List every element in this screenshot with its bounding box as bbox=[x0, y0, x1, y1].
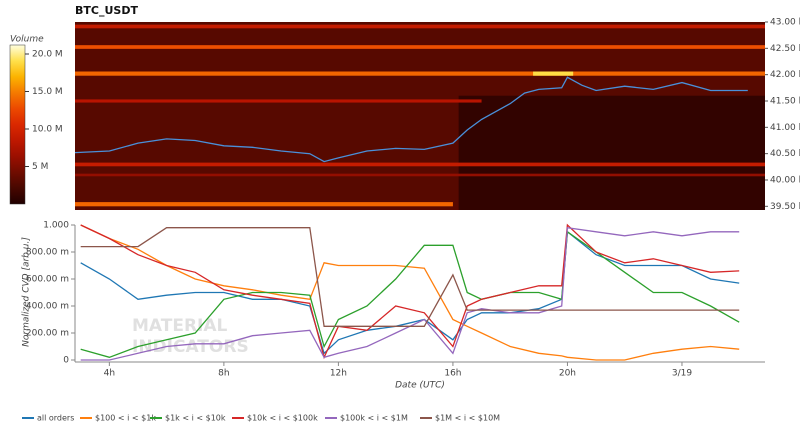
x-tick-label: 4h bbox=[104, 369, 115, 379]
x-tick-label: 16h bbox=[444, 369, 461, 379]
chart-title: BTC_USDT bbox=[75, 4, 138, 17]
y-tick-label: 42.00 k bbox=[770, 70, 800, 80]
series-line bbox=[80, 230, 740, 358]
heat-cell bbox=[75, 202, 453, 207]
watermark: MATERIAL bbox=[132, 316, 228, 336]
legend-label: $10k < i < $100k bbox=[247, 414, 318, 423]
heat-cell bbox=[458, 95, 765, 210]
series-line bbox=[80, 227, 740, 327]
x-axis-label: Date (UTC) bbox=[395, 381, 445, 391]
y-axis-label: Normalized CVD [arb.u.] bbox=[22, 237, 32, 347]
y-tick-label: 600.00 m bbox=[26, 275, 69, 285]
colorbar bbox=[9, 44, 26, 205]
legend-label: $1k < i < $10k bbox=[165, 414, 226, 423]
heat-cell bbox=[75, 173, 765, 177]
x-tick-label: 12h bbox=[330, 369, 347, 379]
colorbar-label: Volume bbox=[10, 35, 44, 45]
heat-cell bbox=[75, 71, 765, 76]
y-tick-label: 40.50 k bbox=[770, 149, 800, 159]
heat-cell bbox=[75, 24, 765, 29]
y-tick-label: 42.50 k bbox=[770, 44, 800, 54]
y-tick-label: 41.00 k bbox=[770, 123, 800, 133]
y-tick-label: 39.50 k bbox=[770, 202, 800, 212]
y-tick-label: 400.00 m bbox=[26, 302, 69, 312]
legend-label: $1M < i < $10M bbox=[435, 414, 500, 423]
price-line bbox=[74, 76, 748, 163]
heat-cell bbox=[75, 162, 765, 167]
series-line bbox=[80, 226, 740, 361]
y-tick-label: 1.000 bbox=[43, 221, 69, 231]
y-tick-label: 800.00 m bbox=[26, 248, 69, 258]
series-line bbox=[80, 224, 740, 361]
heat-cell bbox=[75, 45, 765, 49]
colorbar-tick-label: 20.0 M bbox=[32, 50, 63, 60]
legend-label: $100k < i < $1M bbox=[340, 414, 408, 423]
watermark: INDICATORS bbox=[132, 337, 249, 357]
heat-cell bbox=[75, 99, 482, 103]
x-tick-label: 8h bbox=[218, 369, 229, 379]
y-tick-label: 200.00 m bbox=[26, 329, 69, 339]
colorbar-tick-label: 15.0 M bbox=[32, 87, 63, 97]
y-tick-label: 43.00 k bbox=[770, 18, 800, 28]
x-tick-label: 20h bbox=[559, 369, 576, 379]
x-tick-label: 3/19 bbox=[672, 369, 692, 379]
colorbar-tick-label: 5 M bbox=[32, 162, 48, 172]
y-tick-label: 41.50 k bbox=[770, 96, 800, 106]
legend-label: all orders bbox=[37, 414, 74, 423]
series-line bbox=[80, 223, 740, 360]
legend-label: $100 < i < $1k bbox=[95, 414, 156, 423]
heat-cell bbox=[533, 71, 574, 76]
colorbar-tick-label: 10.0 M bbox=[32, 125, 63, 135]
y-tick-label: 40.00 k bbox=[770, 175, 800, 185]
y-tick-label: 0 bbox=[63, 356, 69, 366]
